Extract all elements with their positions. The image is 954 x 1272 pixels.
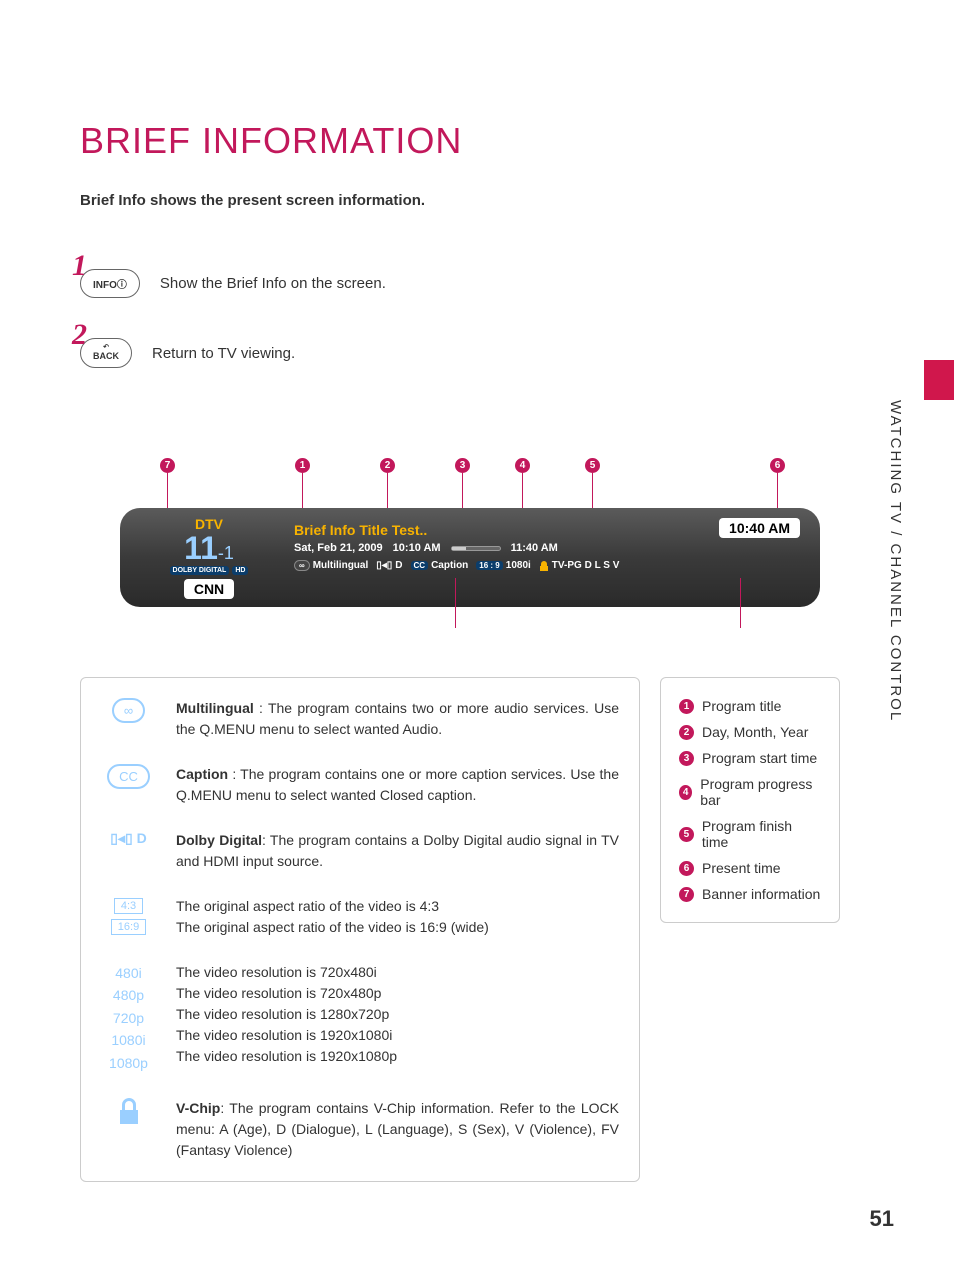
- lock-icon: [118, 1098, 140, 1124]
- back-button-graphic: ↶ BACK: [80, 338, 132, 368]
- banner-diagram: 7 1 2 3 4 5 6 10:40 AM DTV 11-1 DOLBY DI…: [120, 458, 874, 607]
- back-label: BACK: [93, 351, 119, 361]
- channel-sub: -1: [218, 543, 234, 563]
- legend-item: 6Present time: [679, 860, 821, 876]
- connector-line: [455, 578, 456, 628]
- legend-right-box: 1Program title 2Day, Month, Year 3Progra…: [660, 677, 840, 923]
- step-number: 1: [72, 249, 87, 283]
- aspect-16-9-text: The original aspect ratio of the video i…: [176, 917, 489, 938]
- callout-6: 6: [770, 458, 785, 508]
- multilingual-icon: ∞: [294, 560, 310, 571]
- step-text: Show the Brief Info on the screen.: [160, 275, 386, 292]
- legend-item: 5Program finish time: [679, 818, 821, 850]
- caption-label: Caption: [431, 560, 468, 571]
- present-time: 10:40 AM: [719, 518, 800, 538]
- info-banner: 10:40 AM DTV 11-1 DOLBY DIGITAL HD CNN B…: [120, 508, 820, 607]
- legend-item: 7Banner information: [679, 886, 821, 902]
- cc-icon: CC: [411, 561, 429, 570]
- hd-badge: HD: [232, 566, 248, 575]
- resolution-labels: 480i 480p 720p 1080i 1080p: [101, 962, 156, 1074]
- page-title: BRIEF INFORMATION: [80, 120, 874, 162]
- legend-row-resolution: 480i 480p 720p 1080i 1080p The video res…: [101, 962, 619, 1074]
- program-start: 10:10 AM: [393, 542, 441, 554]
- legend-row-dolby: ▯◂▯ D Dolby Digital: The program contain…: [101, 830, 619, 872]
- legend-title: V-Chip: [176, 1100, 220, 1116]
- step-2: 2 ↶ BACK Return to TV viewing.: [80, 338, 874, 368]
- page-number: 51: [870, 1206, 894, 1232]
- multilingual-label: Multilingual: [313, 560, 369, 571]
- step-1: 1 INFOⓘ Show the Brief Info on the scree…: [80, 269, 874, 298]
- legend-row-multilingual: ∞ Multilingual : The program contains tw…: [101, 698, 619, 740]
- rating-label: TV-PG D L S V: [552, 560, 620, 571]
- resolution-label: 1080i: [506, 560, 531, 571]
- legend-desc: : The program contains one or more capti…: [176, 766, 619, 803]
- side-section-label: WATCHING TV / CHANNEL CONTROL: [887, 400, 904, 722]
- banner-icon-row: ∞ Multilingual ▯◂▯ D CC Caption 16 : 9 1…: [294, 560, 806, 571]
- callout-5: 5: [585, 458, 600, 508]
- progress-bar: [451, 546, 501, 551]
- channel-name: CNN: [184, 579, 234, 599]
- dolby-badge: DOLBY DIGITAL: [170, 566, 230, 575]
- info-button-graphic: INFOⓘ: [80, 269, 140, 298]
- subtitle: Brief Info shows the present screen info…: [80, 192, 874, 209]
- aspect-4-3-text: The original aspect ratio of the video i…: [176, 896, 489, 917]
- legend-row-caption: CC Caption : The program contains one or…: [101, 764, 619, 806]
- legend-title: Multilingual: [176, 700, 254, 716]
- step-number: 2: [72, 318, 87, 352]
- aspect-16-9-icon: 16:9: [111, 919, 146, 935]
- dolby-icon: ▯◂▯: [376, 560, 392, 571]
- aspect-icon: 16 : 9: [476, 561, 502, 570]
- dolby-icon: ▯◂▯ D: [110, 830, 146, 847]
- aspect-4-3-icon: 4:3: [114, 898, 143, 914]
- step-text: Return to TV viewing.: [152, 345, 295, 362]
- program-date: Sat, Feb 21, 2009: [294, 542, 383, 554]
- callout-4: 4: [515, 458, 530, 508]
- callout-7: 7: [160, 458, 175, 508]
- legend-item: 2Day, Month, Year: [679, 724, 821, 740]
- legend-row-aspect: 4:3 16:9 The original aspect ratio of th…: [101, 896, 619, 938]
- legend-title: Caption: [176, 766, 228, 782]
- callout-1: 1: [295, 458, 310, 508]
- callout-2: 2: [380, 458, 395, 508]
- callout-3: 3: [455, 458, 470, 508]
- legend-section: ∞ Multilingual : The program contains tw…: [80, 677, 874, 1182]
- side-tab-accent: [924, 360, 954, 400]
- lock-icon: [539, 561, 549, 571]
- legend-item: 3Program start time: [679, 750, 821, 766]
- legend-title: Dolby Digital: [176, 832, 262, 848]
- legend-desc: : The program contains V-Chip informatio…: [176, 1100, 619, 1158]
- dolby-d-label: D: [395, 560, 402, 571]
- program-end: 11:40 AM: [511, 542, 558, 554]
- multilingual-icon: ∞: [112, 698, 145, 723]
- legend-item: 4Program progress bar: [679, 776, 821, 808]
- connector-line: [740, 578, 741, 628]
- legend-item: 1Program title: [679, 698, 821, 714]
- legend-row-vchip: V-Chip: The program contains V-Chip info…: [101, 1098, 619, 1161]
- channel-number: 11: [184, 532, 218, 564]
- resolution-texts: The video resolution is 720x480i The vid…: [176, 962, 397, 1067]
- steps-list: 1 INFOⓘ Show the Brief Info on the scree…: [80, 269, 874, 368]
- legend-left-box: ∞ Multilingual : The program contains tw…: [80, 677, 640, 1182]
- cc-icon: CC: [107, 764, 150, 789]
